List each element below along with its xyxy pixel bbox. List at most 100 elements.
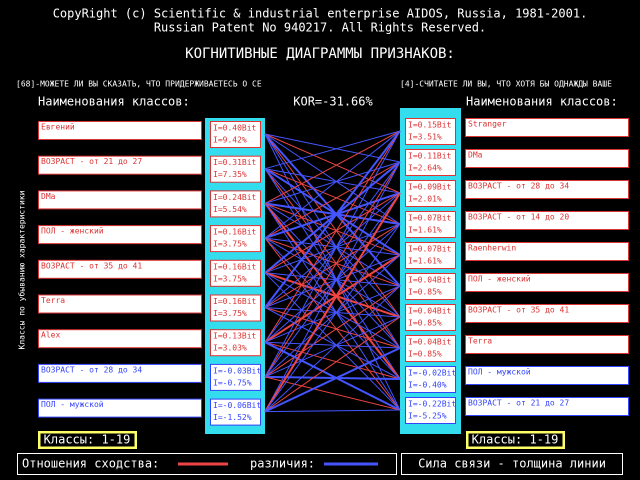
class-name: Alex: [41, 331, 60, 340]
patent: Russian Patent No 940217. All Rights Res…: [154, 21, 486, 35]
link: [264, 254, 401, 344]
value-box: [210, 294, 261, 322]
link: [264, 192, 401, 274]
left-classes-inner: [39, 432, 136, 448]
value-bit: I=0.07Bit: [408, 245, 452, 254]
link: [264, 272, 401, 349]
class-box: [38, 121, 202, 140]
class-box: [38, 398, 202, 418]
side-label: Классы по убыванию характеристики: [17, 190, 27, 349]
value-box: [405, 273, 456, 300]
class-name: Raenherwin: [468, 244, 516, 253]
right-classes: Классы: 1-19: [472, 433, 559, 447]
class-box: [465, 273, 629, 292]
value-pct: I=-5.25%: [408, 412, 447, 421]
class-box: [465, 242, 629, 261]
link: [264, 133, 401, 411]
link: [264, 223, 401, 274]
class-name: Terra: [41, 296, 65, 305]
value-pct: I=0.85%: [408, 319, 442, 328]
link: [264, 167, 401, 256]
class-box: [465, 149, 629, 168]
link: [264, 161, 401, 412]
value-bit: I=0.31Bit: [213, 158, 257, 167]
class-name: Terra: [468, 337, 492, 346]
copyright: CopyRight (c) Scientific & industrial en…: [53, 7, 588, 21]
value-bit: I=0.15Bit: [408, 121, 452, 130]
link: [264, 285, 401, 343]
class-box: [465, 304, 629, 323]
class-name: DMa: [468, 151, 483, 160]
legend-box: [17, 453, 397, 475]
link: [264, 130, 401, 378]
link: [264, 376, 401, 411]
link: [264, 168, 401, 194]
link: [264, 285, 401, 378]
value-pct: I=3.75%: [213, 309, 247, 318]
strength-box: [401, 453, 623, 475]
link: [264, 161, 401, 239]
value-box: [405, 118, 456, 145]
link: [264, 202, 401, 225]
kor: KOR=-31.66%: [293, 95, 373, 109]
left-classes: Классы: 1-19: [44, 433, 131, 447]
class-name: ВОЗРАСТ - от 21 до 27: [41, 157, 142, 166]
value-pct: I=1.61%: [408, 226, 442, 235]
link: [264, 168, 401, 380]
legend-different: различия:: [250, 457, 315, 471]
value-bit: I=-0.02Bit: [408, 369, 456, 378]
link: [264, 133, 401, 318]
link: [264, 130, 401, 343]
link: [264, 272, 401, 411]
link: [264, 254, 401, 308]
link: [264, 192, 401, 378]
value-box: [405, 304, 456, 331]
link: [264, 307, 401, 318]
link: [264, 237, 401, 380]
legend-strength: Сила связи - толщина линии: [418, 457, 606, 471]
link: [264, 161, 401, 378]
class-name: ВОЗРАСТ - от 28 до 34: [468, 182, 569, 191]
class-box: [465, 335, 629, 354]
link: [264, 192, 401, 240]
class-box: [465, 366, 629, 385]
right-question: [4]-СЧИТАЕТЕ ЛИ ВЫ, ЧТО ХОТЯ БЫ ОДНАЖДЫ …: [400, 80, 612, 89]
class-name: ПОЛ - мужской: [41, 400, 104, 409]
link: [264, 202, 401, 256]
value-bit: I=0.07Bit: [408, 214, 452, 223]
value-bit: I=0.09Bit: [408, 183, 452, 192]
value-bit: I=0.13Bit: [213, 332, 257, 341]
value-box: [210, 155, 261, 183]
value-pct: I=7.35%: [213, 170, 247, 179]
link: [264, 223, 401, 308]
link: [264, 203, 401, 349]
link: [264, 161, 401, 274]
value-box: [405, 242, 456, 269]
class-box: [465, 211, 629, 230]
value-pct: I=2.64%: [408, 164, 442, 173]
link: [264, 223, 401, 412]
link: [264, 237, 401, 411]
link: [264, 409, 401, 413]
value-box: [405, 397, 456, 424]
link: [264, 307, 401, 349]
link: [264, 133, 401, 287]
class-name: ВОЗРАСТ - от 35 до 41: [468, 306, 569, 315]
value-pct: I=3.75%: [213, 240, 247, 249]
value-box: [210, 121, 261, 148]
link: [264, 133, 401, 349]
link: [264, 192, 401, 413]
value-pct: I=-0.40%: [408, 381, 447, 390]
value-bit: I=0.16Bit: [213, 262, 257, 271]
value-pct: I=0.85%: [408, 288, 442, 297]
value-bit: I=0.16Bit: [213, 228, 257, 237]
link: [264, 341, 401, 411]
link: [264, 271, 401, 318]
value-box: [210, 259, 261, 287]
value-bit: I=0.04Bit: [408, 307, 452, 316]
class-box: [38, 363, 202, 383]
value-box: [210, 398, 261, 426]
legend-similar: Отношения сходства:: [22, 457, 159, 471]
link: [264, 316, 401, 378]
